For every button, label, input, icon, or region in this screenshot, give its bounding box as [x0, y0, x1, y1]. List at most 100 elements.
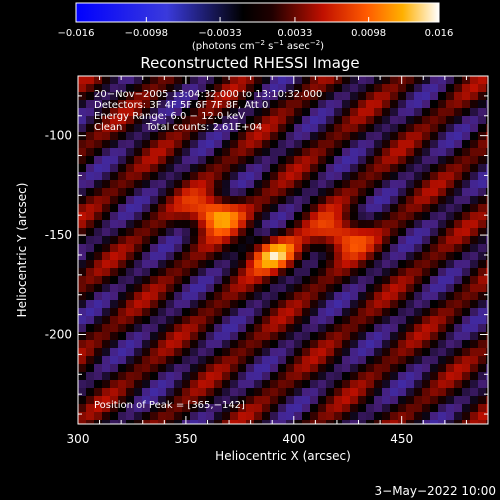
- heatmap-cell: [158, 76, 167, 85]
- annotation-time-range: 20−Nov−2005 13:04:32.000 to 13:10:32.000: [94, 89, 322, 100]
- heatmap-cell: [246, 76, 255, 85]
- heatmap-cell: [358, 148, 367, 157]
- heatmap-cell: [238, 132, 247, 141]
- heatmap-cell: [350, 108, 359, 117]
- heatmap-cell: [174, 332, 183, 341]
- heatmap-cell: [374, 140, 383, 149]
- heatmap-cell: [174, 292, 183, 301]
- heatmap-cell: [310, 276, 319, 285]
- heatmap-cell: [246, 196, 255, 205]
- heatmap-cell: [230, 412, 239, 421]
- heatmap-cell: [78, 148, 87, 157]
- heatmap-cell: [286, 364, 295, 373]
- heatmap-cell: [342, 108, 351, 117]
- heatmap-cell: [302, 236, 311, 245]
- heatmap-cell: [214, 172, 223, 181]
- heatmap-cell: [334, 332, 343, 341]
- heatmap-cell: [390, 124, 399, 133]
- heatmap-cell: [134, 164, 143, 173]
- heatmap-cell: [270, 220, 279, 229]
- heatmap-cell: [246, 284, 255, 293]
- heatmap-cell: [406, 116, 415, 125]
- heatmap-cell: [86, 380, 95, 389]
- heatmap-cell: [294, 420, 303, 424]
- heatmap-cell: [182, 396, 191, 405]
- heatmap-cell: [142, 332, 151, 341]
- heatmap-cell: [270, 356, 279, 365]
- heatmap-cell: [158, 172, 167, 181]
- heatmap-cell: [486, 124, 488, 133]
- heatmap-cell: [246, 404, 255, 413]
- heatmap-cell: [334, 124, 343, 133]
- heatmap-cell: [230, 380, 239, 389]
- heatmap-cell: [206, 284, 215, 293]
- heatmap-cell: [318, 116, 327, 125]
- heatmap-cell: [350, 132, 359, 141]
- heatmap-cell: [254, 316, 263, 325]
- heatmap-cell: [182, 316, 191, 325]
- heatmap-cell: [238, 140, 247, 149]
- heatmap-cell: [118, 84, 127, 93]
- heatmap-cell: [358, 284, 367, 293]
- heatmap-cell: [470, 308, 479, 317]
- heatmap-cell: [230, 84, 239, 93]
- heatmap-cell: [278, 188, 287, 197]
- heatmap-cell: [238, 76, 247, 85]
- heatmap-cell: [486, 180, 488, 189]
- heatmap-cell: [214, 380, 223, 389]
- heatmap-cell: [206, 204, 215, 213]
- heatmap-cell: [158, 156, 167, 165]
- heatmap-cell: [286, 212, 295, 221]
- heatmap-cell: [222, 356, 231, 365]
- heatmap-cell: [238, 332, 247, 341]
- heatmap-cell: [262, 76, 271, 85]
- heatmap-cell: [430, 116, 439, 125]
- heatmap-cell: [310, 124, 319, 133]
- heatmap-cell: [318, 372, 327, 381]
- heatmap-cell: [358, 164, 367, 173]
- heatmap-cell: [454, 284, 463, 293]
- heatmap-cell: [142, 204, 151, 213]
- heatmap-cell: [398, 92, 407, 101]
- heatmap-cell: [214, 164, 223, 173]
- heatmap-cell: [286, 356, 295, 365]
- heatmap-cell: [398, 356, 407, 365]
- heatmap-cell: [446, 76, 455, 85]
- heatmap-cell: [278, 212, 287, 221]
- heatmap-cell: [262, 204, 271, 213]
- heatmap-cell: [350, 276, 359, 285]
- heatmap-cell: [254, 252, 263, 261]
- heatmap-cell: [438, 140, 447, 149]
- heatmap-cell: [166, 76, 175, 85]
- heatmap-cell: [134, 300, 143, 309]
- heatmap-cell: [294, 148, 303, 157]
- heatmap-cell: [254, 420, 263, 424]
- heatmap-cell: [230, 324, 239, 333]
- heatmap-cell: [406, 100, 415, 109]
- heatmap-cell: [310, 116, 319, 125]
- heatmap-cell: [342, 228, 351, 237]
- heatmap-cell: [358, 116, 367, 125]
- heatmap-cell: [438, 92, 447, 101]
- heatmap-cell: [94, 132, 103, 141]
- heatmap-cell: [270, 340, 279, 349]
- heatmap-cell: [390, 84, 399, 93]
- heatmap-cell: [126, 108, 135, 117]
- heatmap-cell: [206, 116, 215, 125]
- heatmap-cell: [78, 172, 87, 181]
- heatmap-cell: [318, 172, 327, 181]
- heatmap-cell: [302, 140, 311, 149]
- heatmap-cell: [278, 236, 287, 245]
- heatmap-cell: [334, 116, 343, 125]
- heatmap-cell: [278, 228, 287, 237]
- heatmap-cell: [422, 396, 431, 405]
- heatmap-cell: [166, 300, 175, 309]
- heatmap-cell: [190, 324, 199, 333]
- heatmap-cell: [142, 356, 151, 365]
- heatmap-cell: [390, 252, 399, 261]
- heatmap-cell: [126, 148, 135, 157]
- heatmap-cell: [470, 212, 479, 221]
- heatmap-cell: [118, 404, 127, 413]
- heatmap-cell: [270, 324, 279, 333]
- heatmap-cell: [294, 388, 303, 397]
